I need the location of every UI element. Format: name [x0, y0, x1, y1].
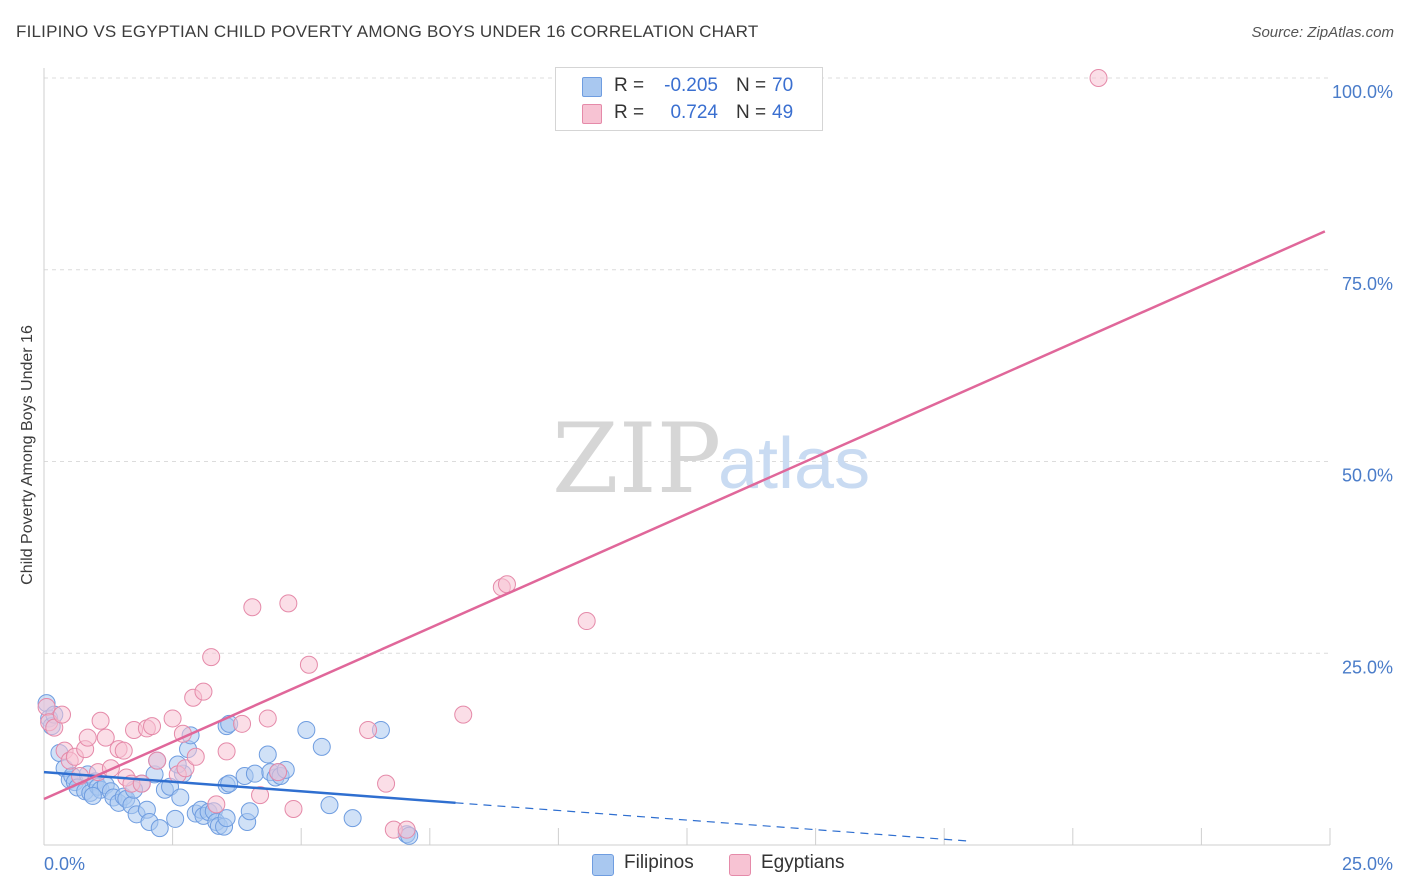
source-label: Source: ZipAtlas.com [1251, 24, 1394, 41]
y-tick-label: 25.0% [1342, 657, 1393, 677]
egyptians-point [397, 820, 416, 839]
egyptians-point [243, 598, 262, 617]
egyptians-point [233, 714, 252, 733]
y-tick-label: 100.0% [1332, 82, 1393, 102]
filipinos-legend-icon [592, 854, 614, 876]
y-tick-label: 50.0% [1342, 466, 1393, 486]
egyptians-point [176, 759, 195, 778]
egyptians-point [577, 612, 596, 631]
filipinos-point [297, 720, 316, 739]
egyptians-point [132, 774, 151, 793]
stats-legend: R = -0.205 N = 70 R = 0.724 N = 49 [555, 67, 823, 131]
filipinos-point [320, 796, 339, 815]
egyptians-point [284, 799, 303, 818]
r-value: 0.724 [670, 102, 718, 123]
n-value: 70 [772, 75, 794, 96]
egyptians-point [269, 763, 288, 782]
filipinos-point [171, 788, 190, 807]
filipinos-point [343, 809, 362, 828]
egyptians-point [96, 728, 115, 747]
tick-labels: 25.0% 50.0% 75.0% 100.0% 0.0% 25.0% [44, 82, 1393, 874]
n-value: 49 [772, 102, 794, 123]
watermark-atlas: atlas [718, 424, 870, 504]
filipinos-point [312, 737, 331, 756]
egyptians-point [186, 747, 205, 766]
filipinos-point [245, 764, 264, 783]
filipinos-point [258, 745, 277, 764]
egyptians-swatch-icon [582, 104, 602, 124]
filipinos-trend-extension [455, 802, 970, 842]
egyptians-point [454, 705, 473, 724]
egyptians-trend-line [43, 230, 1326, 801]
legend-row-egyptians: R = 0.724 N = 49 [556, 100, 822, 126]
egyptians-point [207, 795, 226, 814]
egyptians-point [258, 709, 277, 728]
legend-label: Egyptians [761, 852, 845, 873]
egyptians-legend-icon [729, 854, 751, 876]
filipinos-trend-line [43, 770, 456, 805]
egyptians-point [163, 709, 182, 728]
legend-label: Filipinos [624, 852, 694, 873]
egyptians-point [91, 711, 110, 730]
chart-title: FILIPINO VS EGYPTIAN CHILD POVERTY AMONG… [16, 22, 759, 41]
egyptians-point [148, 751, 167, 770]
r-label: R = [614, 75, 645, 96]
x-tick-label: 0.0% [44, 854, 85, 874]
n-label: N = [736, 75, 767, 96]
n-label: N = [736, 102, 767, 123]
egyptians-point [53, 705, 72, 724]
x-tick-label: 25.0% [1342, 854, 1393, 874]
r-label: R = [614, 102, 645, 123]
grid-lines [44, 77, 1330, 654]
watermark-zip: ZIP [552, 403, 721, 515]
egyptians-point [359, 720, 378, 739]
egyptians-point [251, 786, 270, 805]
egyptians-point [217, 742, 236, 761]
filipinos-swatch-icon [582, 77, 602, 97]
filipinos-point [220, 774, 239, 793]
egyptians-point [279, 594, 298, 613]
filipinos-point [150, 819, 169, 838]
egyptians-point [1089, 69, 1108, 87]
egyptians-point [37, 697, 56, 716]
filipinos-point [217, 809, 236, 828]
filipinos-point [240, 802, 259, 821]
y-tick-label: 75.0% [1342, 274, 1393, 294]
egyptians-point [299, 655, 318, 674]
filipinos-point [166, 809, 185, 828]
egyptians-point [202, 648, 221, 667]
egyptians-point [114, 741, 133, 760]
egyptians-point [377, 774, 396, 793]
legend-row-filipinos: R = -0.205 N = 70 [556, 73, 822, 99]
egyptians-point [78, 728, 97, 747]
watermark: ZIP atlas [552, 403, 870, 515]
r-value: -0.205 [664, 75, 718, 96]
egyptians-point [194, 682, 213, 701]
filipinos-point [83, 786, 102, 805]
trend-lines [43, 230, 1326, 842]
egyptians-point [143, 717, 162, 736]
